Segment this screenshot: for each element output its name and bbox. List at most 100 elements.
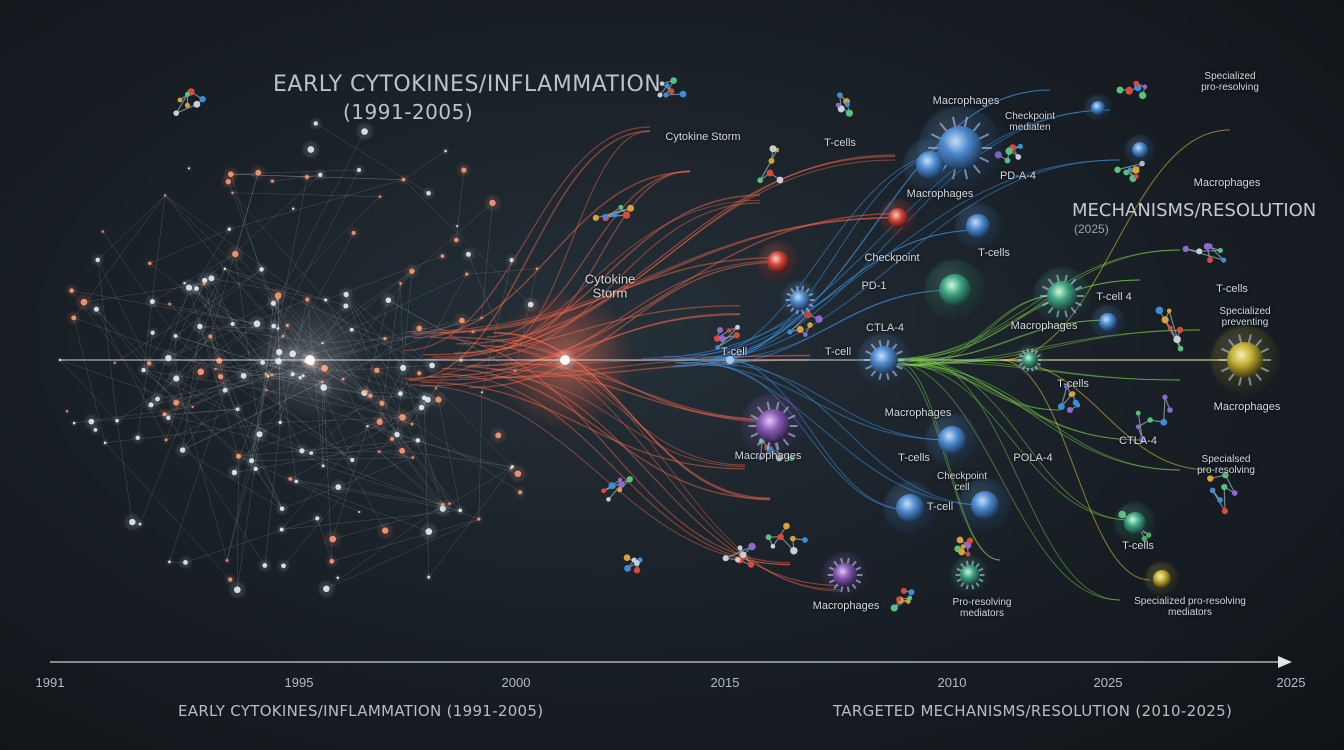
web-node [103,441,107,445]
web-link [331,518,479,562]
label-checkpoint-cell-line: Checkpoint [936,471,988,482]
web-node [288,477,293,481]
web-link [71,290,258,324]
mediator-cell [960,565,980,585]
tcell-cell [916,151,944,179]
label-specialized-mid-line: Specialized [1219,306,1271,317]
web-link [251,457,413,461]
web-link [435,388,513,467]
web-node [256,431,263,438]
web-link [59,359,118,421]
inflammation-stream [469,261,781,389]
hub-node [305,355,315,365]
tcell-cell [1153,570,1171,588]
web-node [249,458,255,464]
molecule-atom [1155,306,1164,315]
molecule-bond [595,207,631,219]
web-node [374,367,380,374]
inflammation-stream [494,332,771,501]
web-link [220,376,353,461]
molecule-atom [1221,257,1227,263]
macrophage-cell [833,563,857,587]
molecule-atom [733,332,740,339]
label-pd1: PD-1 [861,279,887,292]
molecule-atom [1206,243,1213,250]
web-node [71,315,77,321]
molecule-atom [905,599,911,604]
web-node [459,317,465,324]
label-macrophages-right-top: Macrophages [1193,176,1261,189]
inflammation-stream [409,384,791,565]
web-link [438,399,461,511]
molecule-atom [787,329,793,335]
molecule-atom [1207,475,1214,482]
inflammation-stream [403,199,761,380]
web-node [166,415,171,421]
molecule-atom [1167,407,1173,413]
label-mediator-line: mediaten [1009,122,1051,133]
web-link [96,309,193,408]
macrophage-cell [1227,342,1263,378]
tick-2000: 2000 [501,675,531,690]
web-node [465,272,469,276]
web-link [139,371,202,525]
macrophage-cell [1022,352,1038,368]
footer-targeted-era: TARGETED MECHANISMS/RESOLUTION (2010-202… [833,702,1233,720]
web-node [456,224,459,228]
inflammation-stream [441,373,791,566]
molecule-atom [633,567,641,574]
label-pro-resolving-line-2: Pro-resolving [952,597,1012,608]
web-link [376,370,450,504]
web-link [234,440,418,473]
label-macrophages-top: Macrophages [932,94,1000,107]
inflammation-stream [493,331,771,499]
molecule-bond [175,94,188,114]
web-link [168,417,266,566]
molecule-atom [618,204,624,210]
inflammation-stream [403,126,651,352]
label-specialized-line: Specialized [1204,71,1256,82]
molecule-atom [1177,345,1184,352]
web-link [403,150,446,180]
web-node [448,502,451,505]
inflammation-stream [495,339,841,592]
web-link [157,375,269,400]
web-link [456,170,465,241]
web-node [535,267,539,270]
molecule-atom [592,214,599,221]
web-link [323,465,443,506]
label-specialized-mid: Specialized preventing [1219,306,1270,328]
web-node [399,282,402,285]
label-macrophages-6: Macrophages [812,599,880,612]
web-node [361,128,368,135]
web-link [157,336,211,400]
web-node [398,391,403,397]
web-node [376,418,383,425]
molecule-bond [175,103,198,114]
resolution-stream [882,249,1181,361]
label-tcell-4: T-cell 4 [1096,290,1132,303]
web-link [232,192,381,197]
web-node [129,518,136,526]
web-link [169,390,226,562]
timeline-arrow-icon [1278,656,1292,668]
web-node [477,517,481,521]
web-node [88,418,95,425]
molecule-atom [748,542,756,551]
web-link [235,253,260,435]
label-checkpoint-line: Checkpoint [1004,111,1056,122]
molecule-atom [965,551,971,557]
web-node [518,490,523,495]
web-node [425,528,433,535]
label-tcell-b: T-cell [824,345,852,358]
web-link [255,468,283,509]
molecule-atom [1176,326,1184,334]
web-node [279,527,284,532]
molecule-atom [173,110,180,116]
label-cytokine-storm-mid: Cytokine Storm [585,272,636,302]
molecule-atom [1064,383,1070,390]
web-link [73,317,106,443]
web-link [238,440,418,457]
molecule-bond [1209,245,1225,261]
web-node [231,469,238,476]
